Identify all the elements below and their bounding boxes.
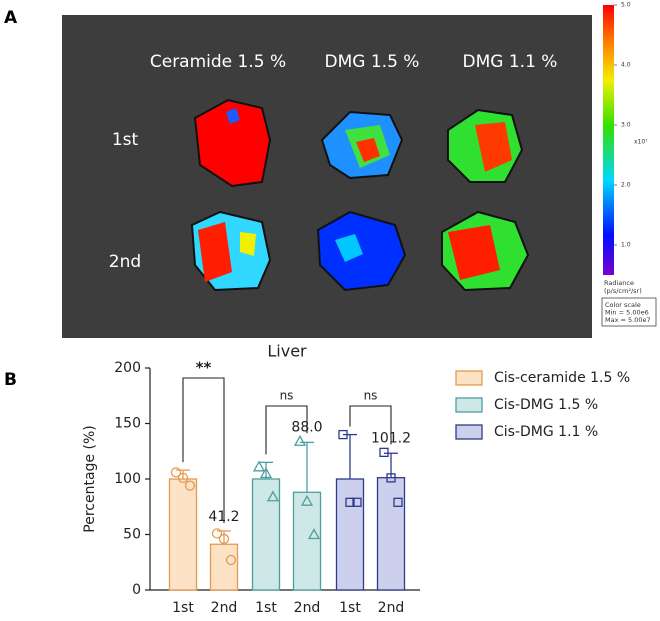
organ — [226, 108, 240, 124]
significance-bracket — [182, 377, 225, 523]
legend-swatch — [455, 424, 483, 440]
data-point — [307, 528, 321, 540]
legend-label: Cis-ceramide 1.5 % — [494, 370, 630, 386]
row-label: 1st — [112, 130, 139, 150]
colorbar-tick-label: 1.0 — [621, 242, 631, 249]
scale-box-text: Max = 5.00e7 — [605, 316, 651, 324]
imaging-panel — [62, 5, 657, 338]
column-label: Ceramide 1.5 % — [150, 52, 286, 72]
data-point — [184, 480, 196, 491]
significance-bracket — [265, 405, 308, 455]
organ — [335, 234, 363, 262]
data-point — [266, 490, 280, 502]
chart-title: Liver — [267, 342, 307, 361]
panel-label: A — [4, 8, 18, 28]
column-label: DMG 1.5 % — [325, 52, 420, 72]
data-point — [170, 467, 182, 478]
scale-box-text: Color scale — [605, 301, 641, 309]
x-tick-label: 1st — [172, 600, 194, 616]
data-point — [252, 460, 266, 472]
data-point — [225, 554, 237, 566]
data-point — [352, 497, 362, 507]
organ — [356, 138, 380, 162]
data-point — [218, 533, 230, 545]
y-axis-label: Percentage (%) — [82, 425, 98, 532]
organ — [475, 122, 512, 172]
bar — [168, 478, 198, 591]
legend-swatch — [455, 397, 483, 413]
significance-label: ** — [196, 359, 212, 377]
y-tick-label: 200 — [114, 360, 141, 376]
y-tick-label: 50 — [123, 527, 141, 543]
data-point — [386, 473, 396, 483]
data-point — [293, 434, 307, 446]
data-point — [177, 472, 189, 484]
colorbar-unit: Radiance — [604, 279, 634, 287]
legend-label: Cis-DMG 1.1 % — [494, 424, 598, 440]
data-point — [300, 494, 314, 506]
column-label: DMG 1.1 % — [463, 52, 558, 72]
legend-label: Cis-DMG 1.5 % — [494, 397, 598, 413]
bar — [292, 491, 322, 591]
colorbar-tick-label: 5.0 — [621, 2, 631, 9]
colorbar-exponent: x10⁷ — [634, 139, 648, 146]
organ — [198, 222, 232, 282]
scale-box — [601, 297, 657, 327]
bar — [209, 543, 239, 591]
colorbar-tick-label: 3.0 — [621, 122, 631, 129]
significance-bracket — [349, 405, 392, 445]
x-tick-label: 2nd — [294, 600, 321, 616]
x-tick-label: 2nd — [378, 600, 405, 616]
bar — [335, 478, 365, 591]
data-point — [345, 497, 355, 507]
y-tick-label: 0 — [132, 582, 141, 598]
y-tick-label: 100 — [114, 471, 141, 487]
row-label: 2nd — [109, 252, 141, 272]
x-tick-label: 2nd — [211, 600, 238, 616]
data-point — [259, 467, 273, 479]
data-point — [338, 429, 348, 440]
colorbar-tick-label: 2.0 — [621, 182, 631, 189]
significance-label: ns — [364, 389, 378, 403]
x-tick-label: 1st — [339, 600, 361, 616]
legend-swatch — [455, 370, 483, 386]
colorbar — [603, 5, 614, 275]
colorbar-tick-label: 4.0 — [621, 62, 631, 69]
x-tick-label: 1st — [255, 600, 277, 616]
data-point — [393, 497, 403, 507]
data-point — [379, 447, 389, 458]
bar — [376, 477, 406, 591]
organ — [448, 225, 500, 280]
organ — [240, 232, 256, 256]
y-tick-label: 150 — [114, 416, 141, 432]
organ — [193, 98, 272, 188]
colorbar-unit: (p/s/cm²/sr) — [604, 287, 642, 295]
bar — [251, 478, 281, 591]
data-point — [211, 528, 223, 539]
panel-label: B — [4, 370, 17, 390]
scale-box-text: Min = 5.00e6 — [605, 309, 649, 317]
significance-label: ns — [280, 389, 294, 403]
